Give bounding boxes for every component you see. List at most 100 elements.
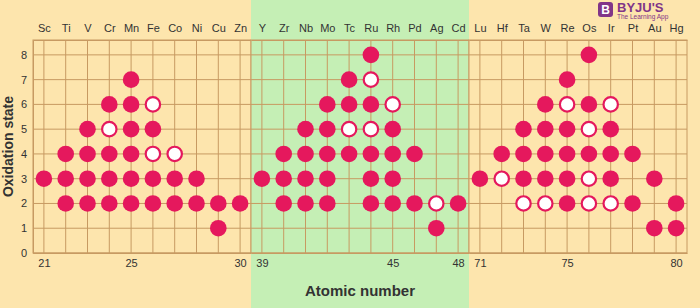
x-tick: 39 [256, 253, 268, 269]
grid-line-y [469, 203, 687, 204]
filled-circle [341, 96, 358, 113]
filled-circle [123, 96, 140, 113]
x-axis: 394548 [252, 253, 470, 269]
element-symbol: Sc [38, 22, 51, 34]
element-symbol: Ag [430, 22, 443, 34]
element-symbol: Cr [104, 22, 116, 34]
element-symbol: Mn [124, 22, 139, 34]
x-tick-label: 48 [452, 257, 464, 269]
x-tick-label: 75 [561, 257, 573, 269]
filled-circle [123, 170, 140, 187]
filled-circle [537, 121, 554, 138]
filled-circle [275, 195, 292, 212]
filled-circle [602, 146, 619, 163]
y-tick: 0 [21, 247, 33, 259]
filled-circle [602, 121, 619, 138]
element-tick: Nb [299, 22, 313, 40]
open-circle [582, 171, 596, 185]
element-tick: Cd [452, 22, 466, 40]
y-tick-label: 2 [21, 197, 27, 209]
y-tick-label: 0 [21, 247, 27, 259]
element-symbol: Co [168, 22, 182, 34]
element-tick: Zn [234, 22, 247, 40]
x-tick: 75 [561, 253, 573, 269]
element-tick: W [541, 22, 552, 40]
grid [251, 40, 469, 253]
filled-circle [101, 146, 118, 163]
panel: 212530ScTiVCrMnFeCoNiCuZn012345678Oxidat… [0, 0, 252, 308]
y-tick-label: 3 [21, 173, 27, 185]
filled-circle [602, 170, 619, 187]
filled-circle [79, 146, 96, 163]
filled-circle [581, 47, 598, 64]
filled-circle [668, 195, 685, 212]
element-symbol: Ru [364, 22, 378, 34]
filled-circle [493, 146, 510, 163]
element-symbol: Hg [670, 22, 684, 34]
filled-circle [646, 220, 663, 237]
filled-circle [123, 146, 140, 163]
element-tick: Cr [104, 22, 116, 40]
filled-circle [188, 195, 205, 212]
filled-circle [363, 47, 380, 64]
grid-line-y [33, 54, 251, 55]
element-tick: Ni [192, 22, 202, 40]
y-axis: 012345678 [21, 41, 34, 260]
element-tick: Au [648, 22, 661, 40]
filled-circle [57, 195, 74, 212]
element-symbol: Pt [628, 22, 638, 34]
y-tick-label: 4 [21, 148, 27, 160]
filled-circle [57, 170, 74, 187]
filled-circle [515, 170, 532, 187]
filled-circle [254, 170, 271, 187]
filled-circle [341, 71, 358, 88]
open-circle [146, 147, 160, 161]
open-circle [604, 196, 618, 210]
filled-circle [363, 146, 380, 163]
x-axis: 212530 [34, 253, 252, 269]
grid-line-y [251, 104, 469, 105]
open-circle [429, 196, 443, 210]
grid-line-x [196, 40, 197, 253]
filled-circle [537, 170, 554, 187]
filled-circle [384, 146, 401, 163]
x-tick: 71 [474, 253, 486, 269]
top-axis: LuHfTaWReOsIrPtAuHg [470, 22, 688, 41]
panel-background [0, 0, 251, 308]
filled-circle [319, 170, 336, 187]
element-tick: Re [561, 22, 575, 40]
filled-circle [101, 170, 118, 187]
x-tick: 25 [125, 253, 137, 269]
filled-circle [363, 195, 380, 212]
x-axis-line [34, 253, 252, 254]
grid-line-y [33, 129, 251, 130]
element-symbol: Hf [497, 22, 509, 34]
element-tick: Ti [62, 22, 71, 40]
element-tick: Ru [364, 22, 378, 40]
filled-circle [145, 121, 162, 138]
element-symbol: Ir [608, 22, 615, 34]
element-tick: Pt [628, 22, 638, 40]
element-tick: Pd [408, 22, 421, 40]
plot-frame [469, 40, 687, 253]
marks [254, 47, 467, 237]
grid-line-y [251, 54, 469, 55]
logo-badge [598, 2, 613, 17]
open-circle [582, 122, 596, 136]
y-tick-label: 8 [21, 49, 27, 61]
filled-circle [537, 146, 554, 163]
element-symbol: Os [582, 22, 597, 34]
x-axis: 717580 [470, 253, 688, 269]
element-tick: Sc [38, 22, 51, 40]
filled-circle [188, 170, 205, 187]
grid [33, 40, 251, 253]
y-axis-line [33, 41, 34, 254]
element-tick: Tc [344, 22, 356, 40]
y-tick-label: 5 [21, 123, 27, 135]
element-symbol: Lu [474, 22, 486, 34]
filled-circle [79, 170, 96, 187]
filled-circle [275, 170, 292, 187]
element-symbol: Cd [452, 22, 466, 34]
element-symbol: Mo [320, 22, 335, 34]
element-tick: V [84, 22, 92, 40]
